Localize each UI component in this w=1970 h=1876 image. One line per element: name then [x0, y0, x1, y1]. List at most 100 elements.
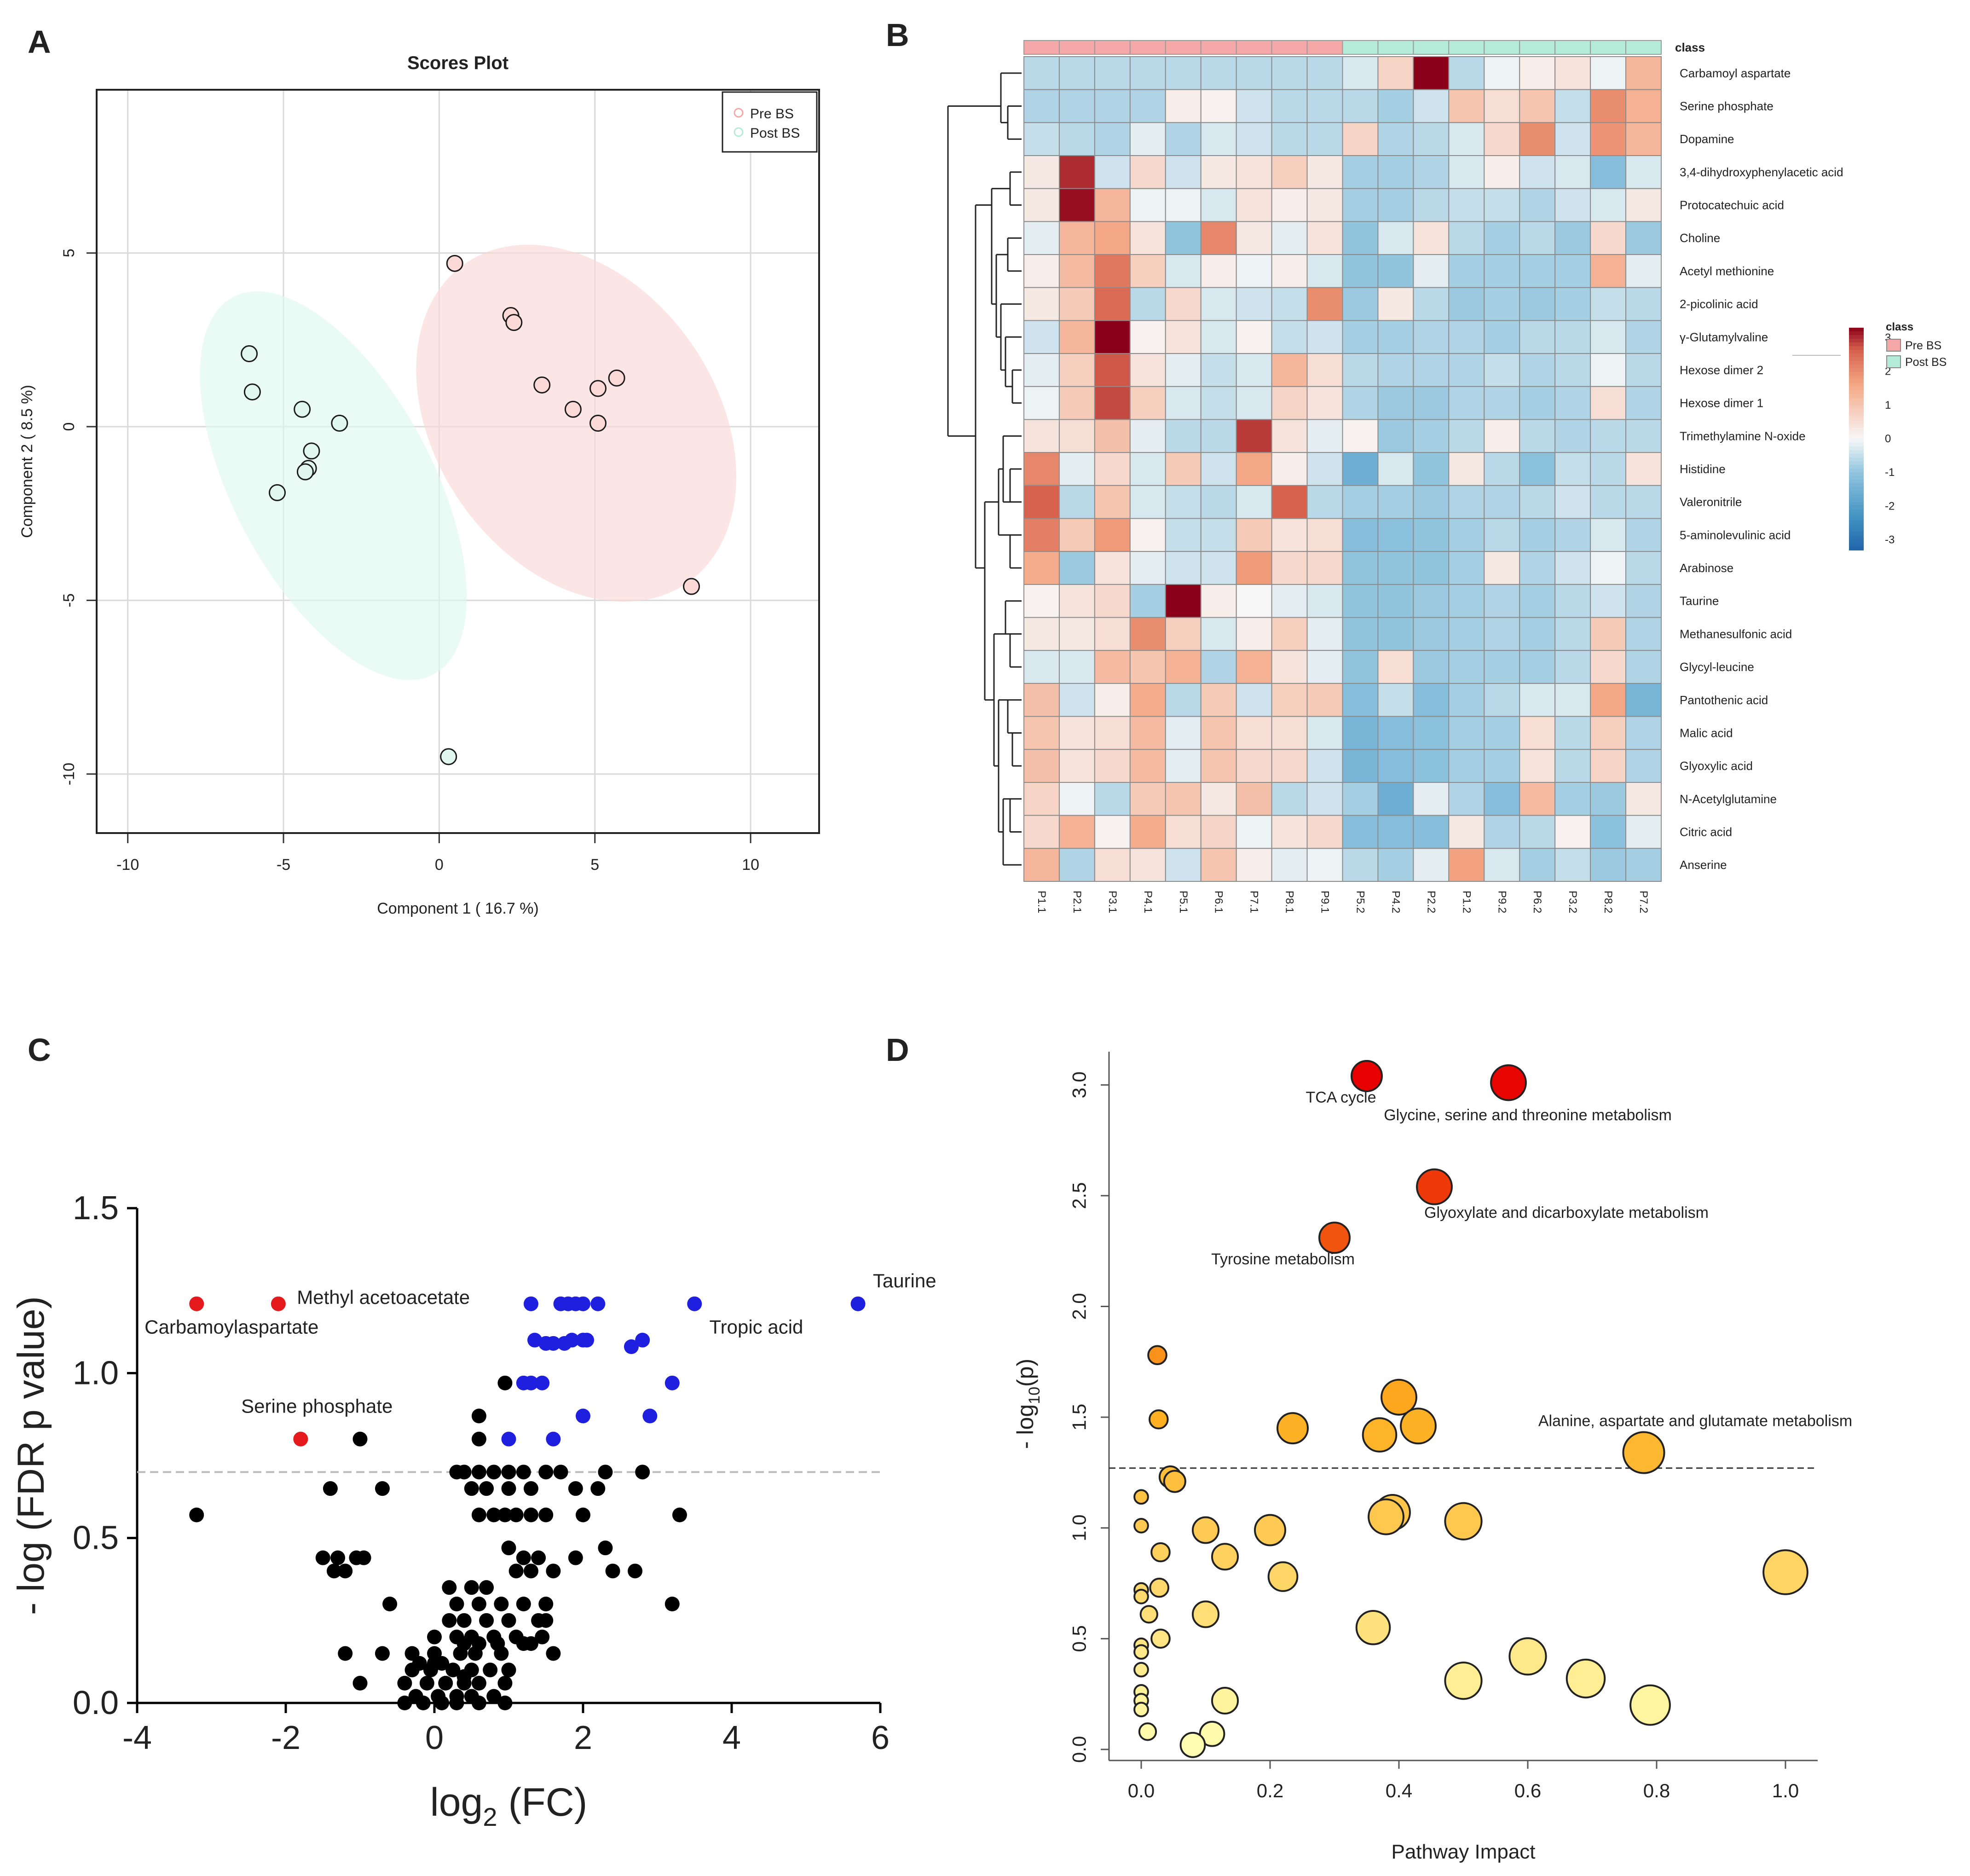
- panel-b-cell: [1519, 419, 1556, 453]
- panel-d-pathway-point: [1211, 1543, 1239, 1571]
- panel-b-cell: [1377, 848, 1414, 882]
- panel-b-cell: [1165, 188, 1202, 222]
- panel-b-scale-step: [1849, 450, 1864, 454]
- panel-b-cell: [1129, 221, 1166, 255]
- panel-b-row-label: Carbamoyl aspartate: [1680, 66, 1791, 80]
- panel-b-class-cell: [1413, 40, 1450, 55]
- panel-b-cell: [1413, 155, 1450, 189]
- panel-c-point-ns: [605, 1563, 620, 1579]
- panel-b-class-cell: [1342, 40, 1379, 55]
- panel-b-cell: [1484, 56, 1520, 90]
- panel-b-cell: [1342, 122, 1379, 156]
- panel-b-scale-step: [1849, 398, 1864, 402]
- panel-c-point-up: [546, 1336, 561, 1351]
- panel-c-point-ns: [349, 1550, 364, 1565]
- panel-b-cell: [1590, 782, 1627, 816]
- panel-c-point-ns: [590, 1481, 606, 1496]
- panel-b-column-label: P4.2: [1389, 891, 1402, 913]
- panel-b-cell: [1129, 353, 1166, 387]
- panel-b-column-label: P8.1: [1283, 891, 1296, 913]
- panel-c-point-up: [527, 1332, 543, 1348]
- panel-b-cell: [1306, 584, 1343, 618]
- panel-c-annotation: Serine phosphate: [241, 1395, 393, 1417]
- panel-b-cell: [1590, 155, 1627, 189]
- panel-b-cell: [1271, 287, 1308, 321]
- panel-a-legend: Pre BS Post BS: [722, 91, 818, 153]
- panel-b-scale-tick: -2: [1885, 500, 1895, 512]
- panel-b-cell: [1377, 452, 1414, 486]
- panel-a-frame: [96, 89, 820, 834]
- panel-b-cell: [1165, 650, 1202, 684]
- panel-b-cell: [1094, 485, 1131, 519]
- panel-b-scale-tick: 0: [1885, 433, 1891, 445]
- panel-b-row-label: Valeronitrile: [1680, 495, 1742, 509]
- panel-b-cell: [1413, 353, 1450, 387]
- panel-b-cell: [1484, 155, 1520, 189]
- panel-b-cell: [1342, 419, 1379, 453]
- panel-d-pathway-point: [1566, 1658, 1606, 1699]
- panel-b-cell: [1484, 485, 1520, 519]
- panel-c-point-ns: [471, 1696, 486, 1710]
- panel-b-row-label: Glyoxylic acid: [1680, 759, 1753, 773]
- panel-b-cell: [1165, 287, 1202, 321]
- panel-b-cell: [1448, 848, 1485, 882]
- panel-b-cell: [1377, 386, 1414, 420]
- panel-b-column-label: P9.1: [1319, 891, 1331, 913]
- panel-b-cell: [1165, 749, 1202, 783]
- panel-b-cell: [1413, 815, 1450, 849]
- panel-b-cell: [1200, 254, 1237, 288]
- panel-b-cell: [1377, 782, 1414, 816]
- panel-b-cell: [1554, 584, 1591, 618]
- panel-a-point-post: [241, 345, 258, 363]
- panel-c-point-ns: [449, 1597, 464, 1611]
- panel-b-cell: [1554, 617, 1591, 651]
- panel-b-cell: [1625, 89, 1662, 123]
- panel-b-cell: [1590, 848, 1627, 882]
- panel-b-cell: [1413, 254, 1450, 288]
- panel-b-scale-step: [1849, 546, 1864, 550]
- panel-d-pathway-point: [1163, 1470, 1186, 1493]
- panel-b-scale-step: [1849, 357, 1864, 362]
- panel-c-point-ns: [501, 1662, 516, 1678]
- panel-a-scores-plot: Scores Plot -10 -5 0 5 10 -10 -5 0 5 Pre BS Post BS…: [18, 53, 820, 917]
- panel-d-annotation: Tyrosine metabolism: [1211, 1251, 1355, 1268]
- panel-b-row-label: Pantothenic acid: [1680, 693, 1768, 707]
- panel-b-cell: [1590, 518, 1627, 552]
- panel-b-cell: [1554, 815, 1591, 849]
- panel-b-cell: [1023, 287, 1060, 321]
- panel-b-cell: [1554, 155, 1591, 189]
- panel-b-cell: [1058, 89, 1095, 123]
- panel-b-cell: [1094, 56, 1131, 90]
- panel-c-point-ns: [438, 1676, 453, 1691]
- panel-b-cell: [1306, 551, 1343, 585]
- panel-b-column-label: P2.2: [1425, 891, 1437, 913]
- panel-b-class-cell: [1165, 40, 1202, 55]
- panel-b-cell: [1306, 650, 1343, 684]
- panel-b-cell: [1519, 452, 1556, 486]
- panel-c-point-up: [850, 1296, 866, 1311]
- panel-c-point-ns: [538, 1613, 554, 1628]
- panel-c-point-ns: [568, 1481, 583, 1496]
- panel-b-cell: [1271, 617, 1308, 651]
- panel-b-cell: [1590, 650, 1627, 684]
- panel-b-cell: [1342, 848, 1379, 882]
- panel-c-point-ns: [523, 1481, 538, 1496]
- panel-d-pathway-point: [1191, 1600, 1220, 1628]
- panel-b-cell: [1058, 56, 1095, 90]
- panel-b-cell: [1519, 320, 1556, 354]
- panel-b-class-cell: [1129, 40, 1166, 55]
- panel-b-cell: [1448, 617, 1485, 651]
- panel-b-cell: [1306, 254, 1343, 288]
- panel-b-cell: [1058, 452, 1095, 486]
- panel-b-scale-step: [1849, 365, 1864, 369]
- panel-b-row-label: Protocatechuic acid: [1680, 198, 1784, 212]
- panel-b-cell: [1625, 782, 1662, 816]
- panel-b-cell: [1023, 815, 1060, 849]
- panel-b-cell: [1625, 650, 1662, 684]
- panel-d-pathway-point: [1133, 1518, 1149, 1534]
- panel-d-pathway-point: [1267, 1561, 1299, 1592]
- panel-a-legend-marker: [734, 127, 744, 137]
- panel-b-cell: [1413, 386, 1450, 420]
- panel-b-cell: [1377, 584, 1414, 618]
- panel-b-column-label: P4.1: [1142, 891, 1154, 913]
